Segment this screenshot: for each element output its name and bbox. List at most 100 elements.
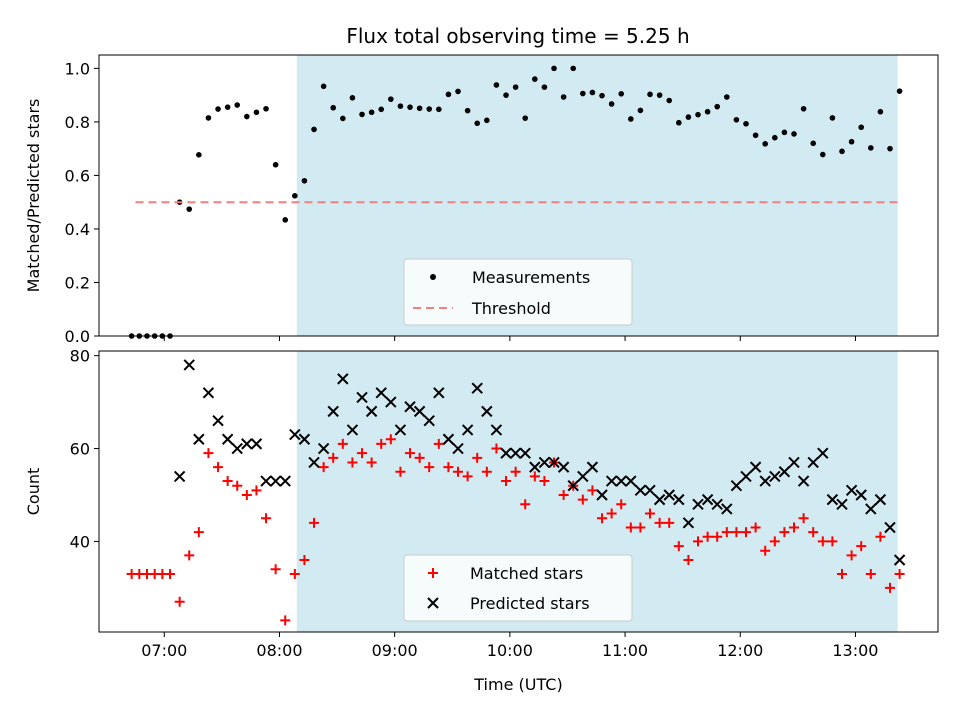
predicted-point xyxy=(173,470,186,483)
matched-point xyxy=(702,531,713,542)
measurement-point xyxy=(887,145,893,152)
predicted-point xyxy=(865,503,877,515)
measurement-point xyxy=(666,97,673,104)
matched-point xyxy=(616,499,627,510)
measurement-point xyxy=(349,95,356,101)
matched-point xyxy=(577,494,588,505)
matched-point xyxy=(261,513,272,524)
measurement-point xyxy=(714,103,721,110)
matched-point xyxy=(885,582,896,593)
measurement-point xyxy=(436,106,442,113)
matched-point xyxy=(241,489,252,500)
predicted-point xyxy=(404,401,416,413)
matched-point xyxy=(875,531,886,542)
y-tick-label: 80 xyxy=(70,347,90,366)
matched-point xyxy=(894,568,905,579)
predicted-point xyxy=(269,475,282,487)
matched-point xyxy=(453,466,464,477)
predicted-point xyxy=(749,461,762,473)
predicted-point xyxy=(634,484,647,497)
measurement-point xyxy=(397,103,404,109)
measurement-point xyxy=(618,91,625,97)
matched-point xyxy=(337,438,348,449)
matched-point xyxy=(683,555,694,566)
count-panel-axes: 40 60 80 07:00 08:00 09:00 10:00 11:00 12:00 13:0… xyxy=(70,347,879,660)
measurement-point xyxy=(388,96,394,102)
matched-point xyxy=(299,555,310,566)
predicted-point xyxy=(433,387,445,399)
matched-point xyxy=(606,508,617,519)
predicted-point xyxy=(730,479,743,492)
measurement-point xyxy=(512,84,519,90)
measurement-point xyxy=(330,104,337,111)
measurement-point xyxy=(570,65,577,72)
measurement-point xyxy=(800,105,807,112)
predicted-point xyxy=(788,456,800,469)
measurement-point xyxy=(244,113,250,120)
predicted-point xyxy=(413,405,426,418)
predicted-point xyxy=(317,442,330,455)
measurement-point xyxy=(532,76,538,82)
count-panel: 40 60 80 07:00 08:00 09:00 10:00 11:00 12:00 13:0… xyxy=(24,347,939,694)
matched-point xyxy=(270,564,281,575)
predicted-point xyxy=(557,461,570,473)
matched-point xyxy=(424,462,435,473)
matched-point xyxy=(808,527,819,538)
measurement-point xyxy=(493,82,500,88)
predicted-point xyxy=(471,382,483,394)
legend-predicted-marker xyxy=(427,597,439,609)
x-tick-label: 08:00 xyxy=(256,641,302,660)
predicted-point xyxy=(644,484,656,497)
predicted-point xyxy=(711,498,723,510)
matched-point xyxy=(472,452,483,463)
matched-point xyxy=(529,471,540,482)
ratio-legend-box xyxy=(403,258,633,326)
predicted-point xyxy=(519,447,531,459)
predicted-point xyxy=(817,447,829,459)
measurement-point xyxy=(599,92,605,99)
matched-point xyxy=(798,513,809,524)
measurement-point xyxy=(695,111,701,118)
y-tick-label: 0.8 xyxy=(65,113,90,132)
matched-point xyxy=(501,476,512,487)
measurement-point xyxy=(541,84,548,90)
predicted-point xyxy=(807,456,819,469)
measurement-point xyxy=(752,132,759,139)
predicted-point xyxy=(884,521,896,534)
predicted-point xyxy=(586,461,599,473)
x-tick-label: 12:00 xyxy=(717,641,763,660)
measurement-point xyxy=(896,88,903,94)
measurement-point xyxy=(704,108,711,115)
predicted-point xyxy=(615,475,627,487)
predicted-point xyxy=(375,387,387,399)
matched-point xyxy=(414,452,425,463)
measurement-point xyxy=(320,83,327,90)
predicted-point xyxy=(778,466,791,478)
predicted-point xyxy=(356,391,368,404)
measurement-point xyxy=(560,94,567,100)
predicted-point xyxy=(826,493,839,506)
ratio-panel-axes: 0.0 0.2 0.4 0.6 0.8 1.0 xyxy=(65,59,856,346)
predicted-point xyxy=(548,456,560,469)
predicted-point xyxy=(298,433,311,445)
legend-matched-label: Matched stars xyxy=(470,564,583,583)
measurement-point xyxy=(743,120,749,127)
y-tick-label: 0.0 xyxy=(65,327,90,346)
legend-matched-marker xyxy=(428,568,438,578)
matched-point xyxy=(318,462,329,473)
matched-point xyxy=(193,527,204,538)
matched-point xyxy=(769,536,780,547)
predicted-point xyxy=(538,456,551,469)
measurement-point xyxy=(858,124,865,131)
count-legend-box xyxy=(403,554,633,622)
measurement-point xyxy=(272,161,279,168)
predicted-point xyxy=(193,433,205,445)
measurement-point xyxy=(474,120,481,127)
matched-point xyxy=(395,466,406,477)
predicted-point xyxy=(490,424,503,436)
matched-point xyxy=(385,434,396,445)
matched-point xyxy=(462,471,473,482)
predicted-point xyxy=(682,517,695,529)
predicted-point xyxy=(692,498,704,510)
predicted-point xyxy=(241,438,253,450)
